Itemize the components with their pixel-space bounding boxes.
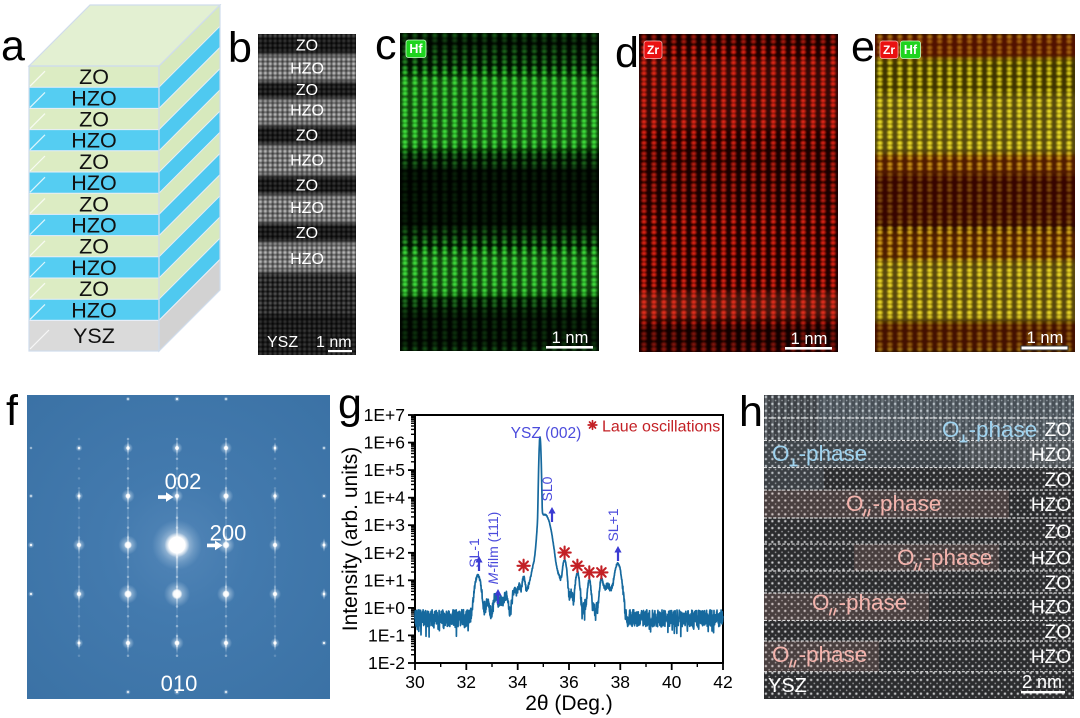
- svg-text:42: 42: [713, 672, 732, 692]
- svg-text:010: 010: [161, 671, 198, 696]
- svg-text:1E+0: 1E+0: [364, 598, 406, 618]
- svg-text:O: O: [897, 545, 915, 570]
- svg-text:ZO: ZO: [296, 82, 318, 99]
- svg-text:-phase: -phase: [969, 417, 1038, 442]
- svg-text:36: 36: [559, 672, 578, 692]
- svg-text:2θ (Deg.): 2θ (Deg.): [525, 692, 613, 715]
- svg-text:34: 34: [508, 672, 528, 692]
- svg-text:HZO: HZO: [1031, 647, 1071, 668]
- svg-text:HZO: HZO: [71, 214, 116, 238]
- svg-text:HZO: HZO: [71, 86, 116, 110]
- svg-text:1E+5: 1E+5: [364, 460, 405, 480]
- svg-text:HZO: HZO: [71, 171, 116, 195]
- svg-text:30: 30: [405, 672, 425, 692]
- svg-text:40: 40: [662, 672, 682, 692]
- svg-text:HZO: HZO: [1031, 549, 1071, 570]
- svg-text:1E+6: 1E+6: [364, 433, 405, 453]
- svg-text:ZO: ZO: [1045, 573, 1071, 594]
- svg-text:1E+7: 1E+7: [364, 405, 405, 425]
- svg-text:Zr: Zr: [647, 43, 659, 57]
- svg-text:1E+1: 1E+1: [364, 570, 405, 590]
- svg-text:HZO: HZO: [71, 256, 116, 280]
- svg-text:Laue oscillations: Laue oscillations: [602, 419, 720, 436]
- svg-text:-phase: -phase: [924, 545, 993, 570]
- svg-text:Hf: Hf: [904, 43, 918, 57]
- svg-text:ZO: ZO: [79, 150, 109, 174]
- svg-text:32: 32: [457, 672, 476, 692]
- svg-text:ZO: ZO: [296, 178, 318, 195]
- svg-text:Intensity (arb. units): Intensity (arb. units): [340, 447, 362, 631]
- svg-text:YSZ: YSZ: [768, 675, 807, 697]
- svg-text:HZO: HZO: [1031, 495, 1071, 516]
- svg-text:-phase: -phase: [873, 491, 942, 516]
- svg-text:1E+3: 1E+3: [364, 515, 405, 535]
- svg-text:O: O: [846, 491, 864, 516]
- svg-text:YSZ: YSZ: [267, 334, 298, 351]
- svg-text:1E+4: 1E+4: [364, 488, 406, 508]
- svg-text:ZO: ZO: [1045, 420, 1071, 441]
- svg-text:1 nm: 1 nm: [552, 329, 589, 347]
- svg-text:HZO: HZO: [290, 153, 324, 170]
- svg-text:SL0: SL0: [539, 476, 555, 501]
- svg-text:O: O: [812, 590, 830, 615]
- svg-text:HZO: HZO: [290, 200, 324, 217]
- svg-text:O: O: [942, 417, 960, 442]
- svg-text:O: O: [772, 642, 790, 667]
- svg-text:HZO: HZO: [1031, 598, 1071, 619]
- svg-text:-phase: -phase: [799, 642, 868, 667]
- svg-text:HZO: HZO: [290, 103, 324, 120]
- svg-text:-phase: -phase: [839, 590, 908, 615]
- svg-text:ZO: ZO: [79, 235, 109, 259]
- svg-text:ZO: ZO: [296, 225, 318, 242]
- svg-text:ZO: ZO: [79, 65, 109, 89]
- svg-text:O: O: [772, 441, 790, 466]
- svg-text:1E+2: 1E+2: [364, 543, 405, 563]
- svg-text:YSZ: YSZ: [73, 324, 115, 348]
- svg-text:-phase: -phase: [799, 441, 868, 466]
- svg-text:ZO: ZO: [1045, 522, 1071, 543]
- svg-text:1 nm: 1 nm: [316, 334, 352, 351]
- svg-text:1E-2: 1E-2: [368, 653, 405, 673]
- svg-text:Hf: Hf: [409, 42, 423, 56]
- svg-text:1 nm: 1 nm: [1027, 329, 1064, 347]
- svg-text:Zr: Zr: [883, 43, 895, 57]
- svg-text:HZO: HZO: [1031, 445, 1071, 466]
- svg-text:ZO: ZO: [1045, 470, 1071, 491]
- svg-text:YSZ (002): YSZ (002): [511, 425, 582, 442]
- svg-text:1 nm: 1 nm: [791, 330, 828, 348]
- svg-text:HZO: HZO: [290, 251, 324, 268]
- svg-text:HZO: HZO: [71, 129, 116, 153]
- svg-text:ZO: ZO: [79, 192, 109, 216]
- svg-text:2 nm: 2 nm: [1022, 672, 1062, 692]
- svg-text:1E-1: 1E-1: [368, 625, 405, 645]
- svg-text:HZO: HZO: [71, 298, 116, 322]
- svg-text:ZO: ZO: [1045, 622, 1071, 643]
- svg-text:ZO: ZO: [79, 277, 109, 301]
- svg-text:002: 002: [165, 469, 202, 494]
- svg-text:M-film (111): M-film (111): [485, 512, 501, 585]
- svg-text:SL+1: SL+1: [605, 508, 621, 541]
- svg-text:38: 38: [611, 672, 630, 692]
- svg-text:HZO: HZO: [290, 61, 324, 78]
- svg-text:ZO: ZO: [296, 128, 318, 145]
- svg-text:ZO: ZO: [79, 108, 109, 132]
- svg-text:ZO: ZO: [296, 38, 318, 55]
